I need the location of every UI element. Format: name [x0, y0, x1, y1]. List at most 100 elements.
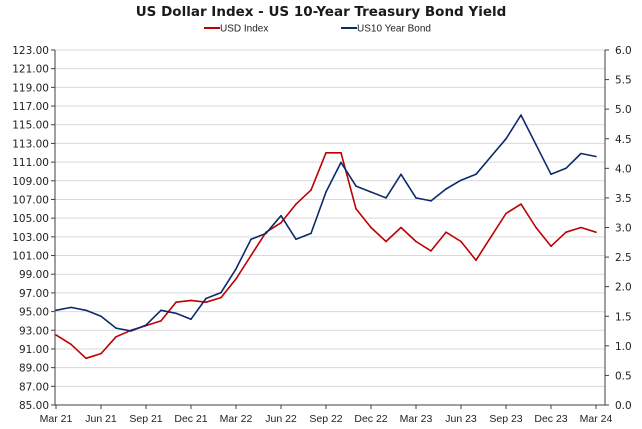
right-tick-label: 6.0	[615, 45, 632, 57]
left-tick-label: 95.00	[19, 307, 49, 319]
left-tick-label: 89.00	[19, 363, 49, 375]
data-point-usd-index	[550, 245, 552, 247]
legend-label-usd-index: USD Index	[220, 24, 268, 35]
chart-title: US Dollar Index - US 10-Year Treasury Bo…	[136, 4, 507, 20]
data-point-usd-index	[385, 240, 387, 243]
data-point-usd-index	[355, 208, 357, 210]
data-point-usd-index	[295, 203, 297, 205]
data-point-usd-index	[520, 203, 522, 205]
data-point-us10-year-bond	[385, 197, 387, 199]
x-tick-label: Dec 22	[354, 413, 387, 425]
left-tick-label: 123.00	[12, 45, 49, 57]
right-y-axis-ticks: 0.0 0.5 1.0 1.5 2.0 2.5 3.0 3.5 4.0 4.5 5.0 5.5 6.0	[605, 45, 632, 412]
data-point-us10-year-bond	[310, 232, 312, 235]
right-tick-label: 4.5	[615, 134, 632, 146]
left-tick-label: 121.00	[12, 64, 49, 76]
data-point-usd-index	[535, 226, 537, 229]
left-tick-label: 117.00	[12, 101, 49, 113]
series-lines	[55, 114, 597, 360]
x-tick-label: Mar 22	[220, 413, 253, 425]
data-point-usd-index	[505, 212, 507, 215]
data-point-usd-index	[490, 236, 492, 238]
left-tick-label: 115.00	[12, 120, 49, 132]
x-tick-label: Jun 21	[85, 413, 117, 425]
data-point-us10-year-bond	[250, 238, 252, 241]
left-tick-label: 93.00	[19, 325, 49, 337]
x-tick-label: Mar 23	[400, 413, 433, 425]
left-tick-label: 87.00	[19, 381, 49, 393]
legend-item-us10-year-bond: US10 Year Bond	[341, 24, 431, 35]
data-point-usd-index	[565, 231, 567, 233]
data-point-usd-index	[580, 226, 582, 229]
left-tick-label: 119.00	[12, 82, 49, 94]
data-point-us10-year-bond	[70, 306, 72, 309]
right-tick-label: 1.5	[615, 311, 632, 323]
legend: USD Index US10 Year Bond	[204, 24, 431, 35]
left-y-axis-ticks: 85.00 87.00 89.00 91.00 93.00 95.00 97.00 99.00…	[12, 45, 55, 412]
right-tick-label: 3.0	[615, 223, 632, 235]
left-tick-label: 105.00	[12, 213, 49, 225]
data-point-us10-year-bond	[55, 309, 57, 312]
data-point-us10-year-bond	[325, 191, 327, 193]
data-point-usd-index	[475, 259, 477, 262]
data-point-us10-year-bond	[550, 173, 552, 176]
left-tick-label: 85.00	[19, 400, 49, 412]
data-point-us10-year-bond	[355, 185, 357, 187]
data-point-usd-index	[595, 231, 597, 233]
data-point-usd-index	[250, 254, 252, 257]
data-point-us10-year-bond	[535, 143, 537, 146]
right-tick-label: 5.0	[615, 104, 632, 116]
left-tick-label: 107.00	[12, 194, 49, 206]
x-tick-label: Jun 23	[445, 413, 477, 425]
data-point-us10-year-bond	[145, 324, 147, 326]
x-axis-ticks: Mar 21 Jun 21 Sep 21 Dec 21 Mar 22 Jun 22 Sep …	[40, 405, 613, 425]
data-point-us10-year-bond	[115, 327, 117, 329]
x-tick-label: Mar 24	[580, 413, 613, 425]
x-tick-label: Mar 21	[40, 413, 73, 425]
data-point-usd-index	[220, 296, 222, 299]
data-point-usd-index	[85, 357, 87, 360]
data-point-usd-index	[325, 152, 327, 154]
left-tick-label: 97.00	[19, 288, 49, 300]
data-point-us10-year-bond	[460, 179, 462, 181]
right-tick-label: 3.5	[615, 193, 632, 205]
left-tick-label: 91.00	[19, 344, 49, 356]
data-point-usd-index	[445, 231, 447, 233]
data-point-usd-index	[160, 320, 162, 322]
x-tick-label: Dec 21	[174, 413, 207, 425]
data-point-us10-year-bond	[595, 155, 597, 158]
data-point-usd-index	[340, 152, 342, 154]
data-point-us10-year-bond	[415, 197, 417, 199]
right-tick-label: 4.0	[615, 163, 632, 175]
data-point-usd-index	[115, 336, 117, 338]
data-point-us10-year-bond	[340, 161, 342, 164]
data-point-usd-index	[280, 222, 282, 224]
right-tick-label: 0.0	[615, 400, 632, 412]
right-tick-label: 1.0	[615, 341, 632, 353]
data-point-us10-year-bond	[430, 200, 432, 202]
data-point-us10-year-bond	[100, 315, 102, 318]
data-point-us10-year-bond	[130, 330, 132, 332]
data-point-us10-year-bond	[85, 309, 87, 312]
series-line-us10-year-bond	[55, 114, 597, 332]
right-tick-label: 2.0	[615, 282, 632, 294]
data-point-us10-year-bond	[370, 191, 372, 193]
data-point-usd-index	[70, 343, 72, 346]
data-point-us10-year-bond	[505, 138, 507, 140]
x-tick-label: Sep 22	[309, 413, 342, 425]
right-tick-label: 0.5	[615, 370, 632, 382]
data-point-us10-year-bond	[205, 297, 207, 300]
left-tick-label: 109.00	[12, 176, 49, 188]
data-point-usd-index	[415, 240, 417, 243]
data-point-usd-index	[310, 189, 312, 191]
data-point-us10-year-bond	[280, 214, 282, 217]
data-point-usd-index	[370, 226, 372, 229]
legend-label-us10-year-bond: US10 Year Bond	[357, 24, 431, 35]
data-point-us10-year-bond	[235, 268, 237, 270]
left-tick-label: 99.00	[19, 269, 49, 281]
data-point-us10-year-bond	[295, 238, 297, 241]
data-point-us10-year-bond	[580, 152, 582, 155]
x-tick-label: Sep 21	[129, 413, 162, 425]
axes	[54, 50, 606, 406]
